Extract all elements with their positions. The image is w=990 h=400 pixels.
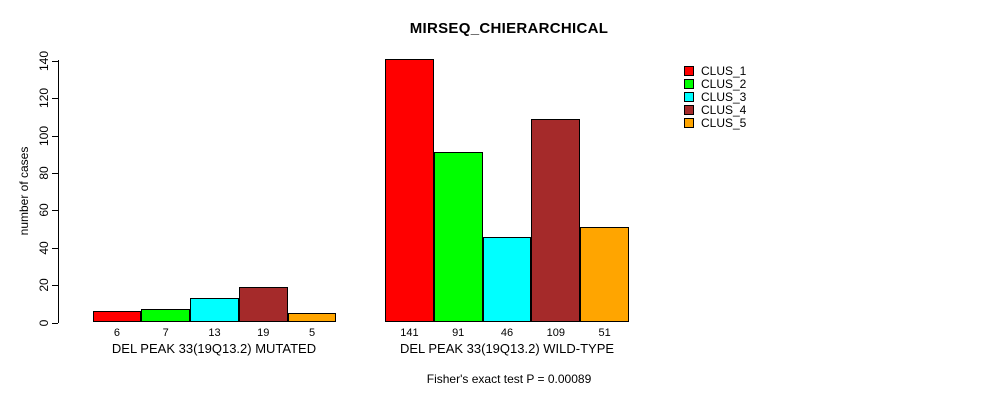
y-axis-label: number of cases (17, 146, 31, 236)
group-label-mutated: DEL PEAK 33(19Q13.2) MUTATED (111, 341, 317, 356)
y-tick (52, 322, 58, 324)
bar-value-label: 141 (400, 327, 419, 339)
y-tick-label: 40 (37, 241, 51, 255)
legend-item-clus_2: CLUS_2 (684, 77, 746, 90)
y-tick-label: 140 (37, 50, 51, 71)
y-tick (52, 60, 58, 62)
legend: CLUS_1 CLUS_2 CLUS_3 CLUS_4 CLUS_5 (684, 64, 746, 130)
y-tick-label: 0 (37, 319, 51, 326)
y-tick (52, 173, 58, 174)
bar-clus_3-group2 (482, 236, 532, 323)
bar-value-label: 109 (546, 327, 565, 339)
legend-item-clus_4: CLUS_4 (684, 104, 746, 117)
bar-clus_5-group1 (287, 313, 337, 323)
y-tick (52, 135, 58, 137)
bar-clus_4-group2 (531, 118, 581, 323)
legend-item-clus_5: CLUS_5 (684, 117, 746, 130)
legend-swatch-icon (684, 91, 694, 102)
y-tick-label: 20 (37, 278, 51, 292)
y-tick (52, 247, 58, 249)
bar-clus_1-group1 (92, 311, 142, 323)
y-tick-label: 120 (37, 88, 51, 109)
bar-clus_3-group1 (190, 298, 239, 323)
bar-value-label: 19 (257, 327, 270, 339)
legend-swatch-icon (684, 105, 694, 116)
y-tick-label: 80 (37, 166, 51, 180)
bar-value-label: 7 (162, 327, 169, 339)
legend-label: CLUS_3 (701, 89, 747, 104)
bar-value-label: 51 (598, 327, 611, 339)
y-tick-label: 60 (37, 203, 51, 218)
legend-item-clus_1: CLUS_1 (684, 64, 746, 77)
bar-value-label: 13 (208, 327, 221, 339)
y-tick (52, 210, 58, 212)
bar-value-label: 91 (452, 327, 465, 339)
chart-title: MIRSEQ_CHIERARCHICAL (409, 20, 609, 37)
bar-value-label: 6 (113, 327, 120, 339)
group-label-wild-type: DEL PEAK 33(19Q13.2) WILD-TYPE (399, 341, 615, 356)
legend-swatch-icon (684, 118, 694, 129)
footnote-text: Fisher's exact test P = 0.00089 (426, 372, 592, 386)
bar-value-label: 46 (500, 327, 514, 339)
bar-clus_2-group2 (433, 152, 483, 323)
legend-swatch-icon (684, 65, 694, 76)
bar-clus_2-group1 (141, 309, 191, 323)
legend-swatch-icon (684, 78, 694, 89)
legend-label: CLUS_2 (701, 76, 747, 91)
legend-item-clus_3: CLUS_3 (684, 90, 746, 103)
y-tick (52, 98, 58, 100)
bar-clus_5-group2 (580, 227, 629, 323)
legend-label: CLUS_5 (701, 116, 747, 131)
legend-label: CLUS_1 (701, 63, 747, 78)
y-tick (52, 285, 58, 287)
legend-label: CLUS_4 (701, 103, 747, 118)
bar-clus_4-group1 (238, 286, 288, 323)
y-axis-line (58, 60, 59, 323)
bar-value-label: 5 (309, 327, 316, 339)
y-tick-label: 100 (37, 125, 51, 146)
bar-clus_1-group2 (385, 59, 434, 323)
